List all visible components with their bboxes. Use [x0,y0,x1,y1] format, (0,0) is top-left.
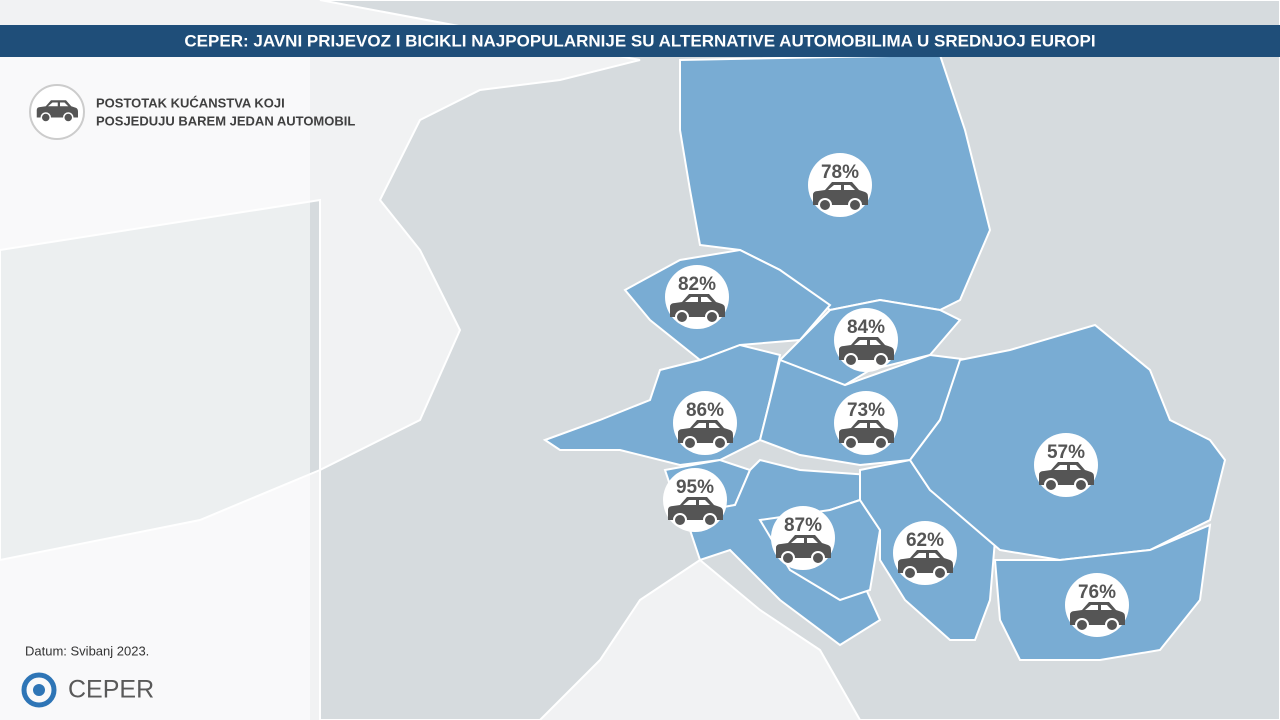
car-icon [36,100,78,123]
car-icon [776,535,831,565]
marker-label: 87% [784,515,822,536]
marker-label: 78% [821,162,859,183]
car-window [1054,465,1081,470]
title: CEPER: JAVNI PRIJEVOZ I BICIKLI NAJPOPUL… [184,31,1095,50]
car-window [828,185,855,190]
car-wheel [1074,478,1088,492]
car-icon [839,420,894,450]
car-wheel [63,112,74,123]
country-marker: 95% [663,468,727,532]
car-wheel [818,198,832,212]
car-icon [813,182,868,212]
legend-car [36,100,78,123]
logo-dot [33,684,45,696]
car-wheel [713,436,727,450]
car-wheel [844,353,858,367]
country-marker: 76% [1065,573,1129,637]
car-wheel [874,436,888,450]
car-window [1085,605,1112,610]
car-icon [668,497,723,527]
car-window [685,297,712,302]
car-icon [678,420,733,450]
car-wheel [848,198,862,212]
marker-label: 57% [1047,442,1085,463]
car-icon [670,294,725,324]
car-window [854,423,881,428]
country-marker: 86% [673,391,737,455]
logo-text: CEPER [68,676,154,704]
marker-label: 76% [1078,582,1116,603]
car-wheel [673,513,687,527]
car-icon [839,337,894,367]
car-wheel [40,112,51,123]
car-wheel [903,566,917,580]
country-marker: 73% [834,391,898,455]
country-marker: 57% [1034,433,1098,497]
car-wheel [781,551,795,565]
car-wheel [844,436,858,450]
legend-line: POSJEDUJU BAREM JEDAN AUTOMOBIL [96,113,355,128]
side-fade [0,57,310,720]
marker-label: 84% [847,317,885,338]
legend-line: POSTOTAK KUĆANSTVA KOJI [96,95,285,110]
title-bar [0,25,1280,57]
car-wheel [705,310,719,324]
car-window [48,102,69,107]
car-window [913,553,940,558]
car-wheel [933,566,947,580]
car-window [854,340,881,345]
country-marker: 84% [834,308,898,372]
car-wheel [874,353,888,367]
markers: 78% 82% 84% 86% 73% 57% 95% 87% 62% 76% [663,153,1129,637]
car-icon [1070,602,1125,632]
car-wheel [1105,618,1119,632]
logo-ring [21,672,57,708]
car-wheel [703,513,717,527]
car-wheel [683,436,697,450]
car-wheel [675,310,689,324]
car-window [683,500,710,505]
country-marker: 62% [893,521,957,585]
marker-label: 62% [906,530,944,551]
marker-label: 73% [847,400,885,421]
country-marker: 78% [808,153,872,217]
car-icon [1039,462,1094,492]
footer-date: Datum: Svibanj 2023. [25,643,149,658]
car-icon [898,550,953,580]
car-window [791,538,818,543]
car-window [693,423,720,428]
car-wheel [1044,478,1058,492]
car-wheel [1075,618,1089,632]
country-marker: 82% [665,265,729,329]
marker-label: 86% [686,400,724,421]
country-marker: 87% [771,506,835,570]
car-wheel [811,551,825,565]
marker-label: 82% [678,274,716,295]
marker-label: 95% [676,477,714,498]
